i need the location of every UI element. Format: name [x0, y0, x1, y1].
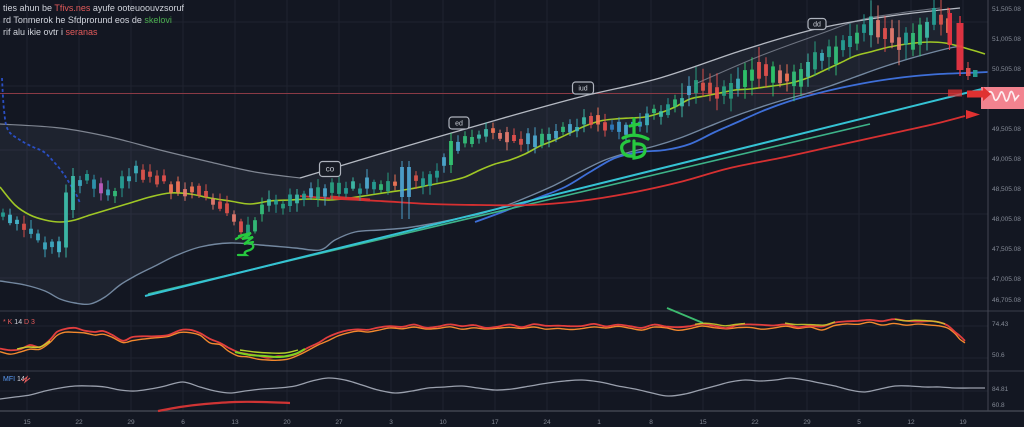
svg-text:48,505.08: 48,505.08 [992, 186, 1021, 193]
svg-text:27: 27 [335, 419, 343, 426]
svg-text:19: 19 [959, 419, 967, 426]
svg-text:ed: ed [455, 121, 463, 128]
svg-text:co: co [326, 165, 335, 174]
svg-text:10: 10 [439, 419, 447, 426]
svg-text:dd: dd [813, 22, 821, 29]
svg-text:* K 14 D 3: * K 14 D 3 [3, 319, 35, 326]
svg-text:rif alu ikie ovtr i seranas: rif alu ikie ovtr i seranas [3, 27, 98, 37]
svg-text:rd Tonmerok he Sfdprorund eos: rd Tonmerok he Sfdprorund eos de skelovi [3, 15, 172, 25]
svg-text:15: 15 [699, 419, 707, 426]
svg-text:5: 5 [857, 419, 861, 426]
svg-text:51,505.08: 51,505.08 [992, 6, 1021, 13]
svg-text:iud: iud [578, 86, 587, 93]
svg-text:6: 6 [181, 419, 185, 426]
svg-text:60.8: 60.8 [992, 402, 1005, 409]
svg-text:51,005.08: 51,005.08 [992, 36, 1021, 43]
svg-text:49,005.08: 49,005.08 [992, 156, 1021, 163]
svg-text:47,505.08: 47,505.08 [992, 246, 1021, 253]
svg-text:20: 20 [283, 419, 291, 426]
svg-text:17: 17 [491, 419, 499, 426]
svg-text:24: 24 [543, 419, 551, 426]
svg-text:48,005.08: 48,005.08 [992, 216, 1021, 223]
svg-text:3: 3 [389, 419, 393, 426]
svg-text:MFI 14: MFI 14 [3, 376, 25, 383]
svg-text:50,505.08: 50,505.08 [992, 66, 1021, 73]
svg-text:8: 8 [649, 419, 653, 426]
svg-text:13: 13 [231, 419, 239, 426]
svg-text:12: 12 [907, 419, 915, 426]
svg-text:15: 15 [23, 419, 31, 426]
svg-text:1: 1 [597, 419, 601, 426]
svg-text:46,705.08: 46,705.08 [992, 297, 1021, 304]
svg-text:22: 22 [751, 419, 759, 426]
svg-text:ties ahun be Tfivs.nes ayufe o: ties ahun be Tfivs.nes ayufe ooteuoouvzs… [3, 3, 184, 13]
svg-text:29: 29 [803, 419, 811, 426]
svg-text:49,505.08: 49,505.08 [992, 126, 1021, 133]
svg-text:50.6: 50.6 [992, 352, 1005, 359]
svg-text:74.43: 74.43 [992, 321, 1009, 328]
svg-text:22: 22 [75, 419, 83, 426]
svg-text:84.81: 84.81 [992, 386, 1009, 393]
svg-text:29: 29 [127, 419, 135, 426]
svg-text:47,005.08: 47,005.08 [992, 276, 1021, 283]
